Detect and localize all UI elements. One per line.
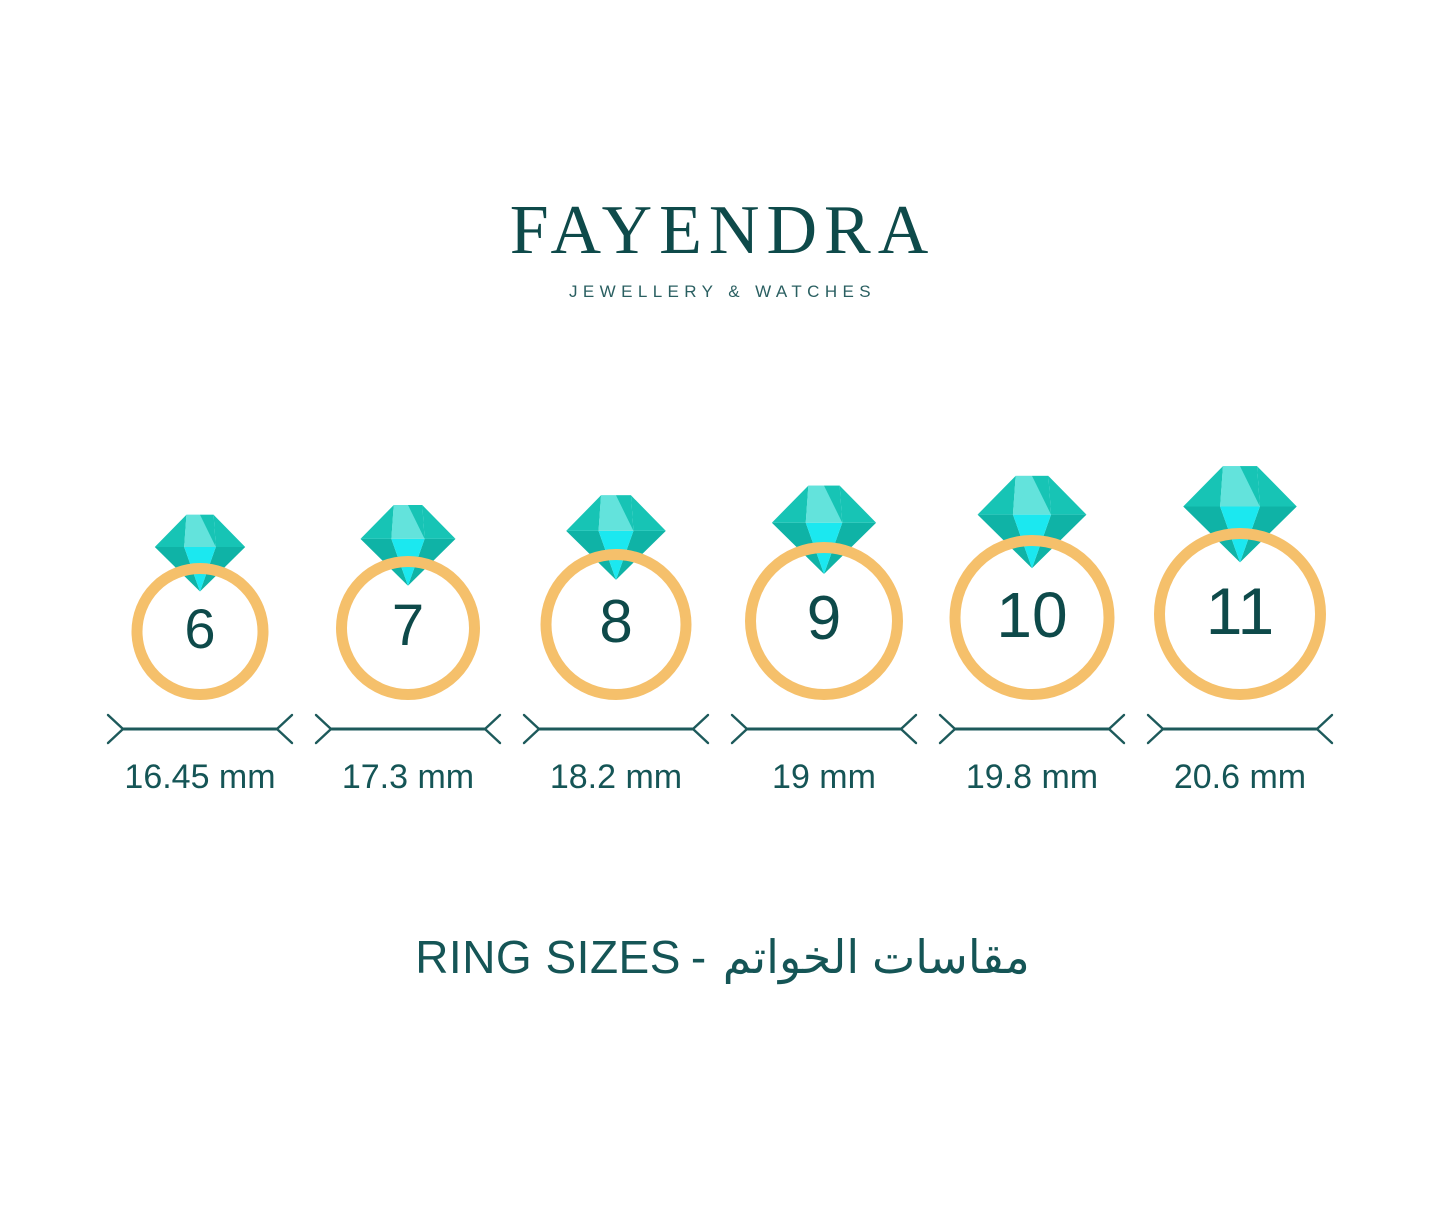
page-title-separator: -: [690, 931, 707, 983]
brand-tagline: JEWELLERY & WATCHES: [569, 282, 876, 301]
page-title-en: RING SIZES: [415, 931, 681, 983]
ring-illustration: [336, 505, 480, 700]
ring-measurement-label: 16.45 mm: [124, 758, 276, 796]
ring-measurement-label: 20.6 mm: [1173, 758, 1307, 796]
brand-header: FAYENDRA JEWELLERY & WATCHES: [0, 196, 1445, 302]
ring-size-card[interactable]: 10 19.8 mm: [932, 440, 1132, 820]
ring-band: [949, 535, 1115, 700]
dimension-arrow: [730, 713, 918, 745]
ring-band: [1154, 528, 1326, 700]
page-title: RING SIZES - مقاسات الخواتم: [0, 930, 1445, 984]
dimension-arrow: [314, 713, 502, 745]
dimension-arrow: [1146, 713, 1334, 745]
ring-size-card[interactable]: 6 16.45 mm: [100, 440, 300, 820]
ring-band: [131, 563, 269, 700]
ring-size-card[interactable]: 7 17.3 mm: [308, 440, 508, 820]
ring-size-card[interactable]: 8 18.2 mm: [516, 440, 716, 820]
ring-band: [745, 542, 903, 700]
ring-measurement-label: 19.8 mm: [965, 758, 1099, 796]
page-title-ar: مقاسات الخواتم: [722, 931, 1030, 983]
ring-illustration: [745, 485, 903, 700]
ring-band: [540, 549, 692, 700]
ring-size-card[interactable]: 9 19 mm: [724, 440, 924, 820]
ring-measurement-label: 18.2 mm: [549, 758, 683, 796]
ring-size-card[interactable]: 11 20.6 mm: [1140, 440, 1340, 820]
ring-illustration: [1154, 466, 1326, 700]
ring-illustration: [131, 514, 269, 700]
ring-illustration: [949, 475, 1115, 700]
ring-illustration: [540, 495, 692, 700]
ring-measurement-label: 17.3 mm: [341, 758, 475, 796]
ring-measurement-label: 19 mm: [772, 758, 876, 796]
ring-size-list: 6 16.45 mm: [0, 440, 1445, 820]
brand-name: FAYENDRA: [509, 192, 936, 269]
dimension-arrow: [106, 713, 294, 745]
dimension-arrow: [522, 713, 710, 745]
ring-band: [336, 556, 480, 700]
dimension-arrow: [938, 713, 1126, 745]
